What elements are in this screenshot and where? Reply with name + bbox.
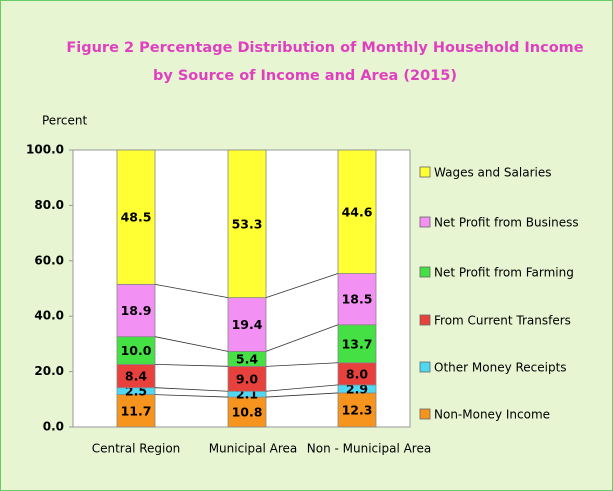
series-line <box>265 273 339 299</box>
legend-label: Net Profit from Business <box>434 216 579 230</box>
series-line <box>265 362 339 367</box>
bar-segment <box>116 336 156 365</box>
chart-title: by Source of Income and Area (2015) <box>153 68 457 84</box>
legend-label: Non-Money Income <box>434 408 550 422</box>
data-label: 10.0 <box>121 343 152 358</box>
legend-swatch <box>419 166 431 178</box>
data-label: 18.9 <box>121 303 152 318</box>
series-line <box>154 387 229 392</box>
y-tick-label: 20.0 <box>34 364 64 378</box>
legend-swatch <box>419 314 431 326</box>
bar-segment <box>227 149 267 299</box>
series-line <box>265 392 339 398</box>
data-label: 44.6 <box>342 204 373 219</box>
legend-swatch <box>419 361 431 373</box>
data-label: 11.7 <box>121 403 152 418</box>
y-tick-label: 40.0 <box>34 309 64 323</box>
x-tick-label: Non - Municipal Area <box>307 442 431 456</box>
series-line <box>154 394 229 398</box>
data-label: 8.4 <box>125 369 147 384</box>
bar-segment <box>337 392 377 428</box>
data-label: 19.4 <box>232 317 263 332</box>
legend-label: From Current Transfers <box>434 314 571 328</box>
legend-label: Other Money Receipts <box>434 361 567 375</box>
y-tick-label: 100.0 <box>26 143 64 157</box>
data-label: 8.0 <box>346 366 368 381</box>
legend-label: Wages and Salaries <box>434 166 551 180</box>
data-label: 5.4 <box>236 351 258 366</box>
bar-segment <box>337 324 377 364</box>
bar-segment <box>227 396 267 428</box>
bar-segment <box>116 394 156 428</box>
chart-title: Figure 2 Percentage Distribution of Mont… <box>66 40 583 56</box>
series-line <box>154 336 229 352</box>
data-label: 48.5 <box>121 210 152 225</box>
series-line <box>265 384 339 392</box>
bar-segment <box>337 149 377 274</box>
data-label: 13.7 <box>342 336 373 351</box>
legend-swatch <box>419 266 431 278</box>
x-tick-label: Municipal Area <box>209 442 298 456</box>
bar-segment <box>337 273 377 326</box>
x-tick-label: Central Region <box>92 442 181 456</box>
bar-segment <box>227 365 267 392</box>
y-tick-label: 80.0 <box>34 198 64 212</box>
data-label: 10.8 <box>232 405 263 420</box>
legend-swatch <box>419 408 431 420</box>
data-label: 12.3 <box>342 402 373 417</box>
data-label: 9.0 <box>236 371 258 386</box>
bar-segment <box>227 297 267 352</box>
series-line <box>154 283 229 299</box>
y-tick-label: 60.0 <box>34 253 64 267</box>
data-label: 53.3 <box>232 216 263 231</box>
bar-segment <box>116 149 156 285</box>
series-line <box>265 324 339 352</box>
series-line <box>154 363 229 367</box>
data-label: 18.5 <box>342 292 373 307</box>
legend-label: Net Profit from Farming <box>434 266 574 280</box>
legend-swatch <box>419 216 431 228</box>
y-tick-label: 0.0 <box>43 420 64 434</box>
y-axis-label: Percent <box>42 114 87 128</box>
